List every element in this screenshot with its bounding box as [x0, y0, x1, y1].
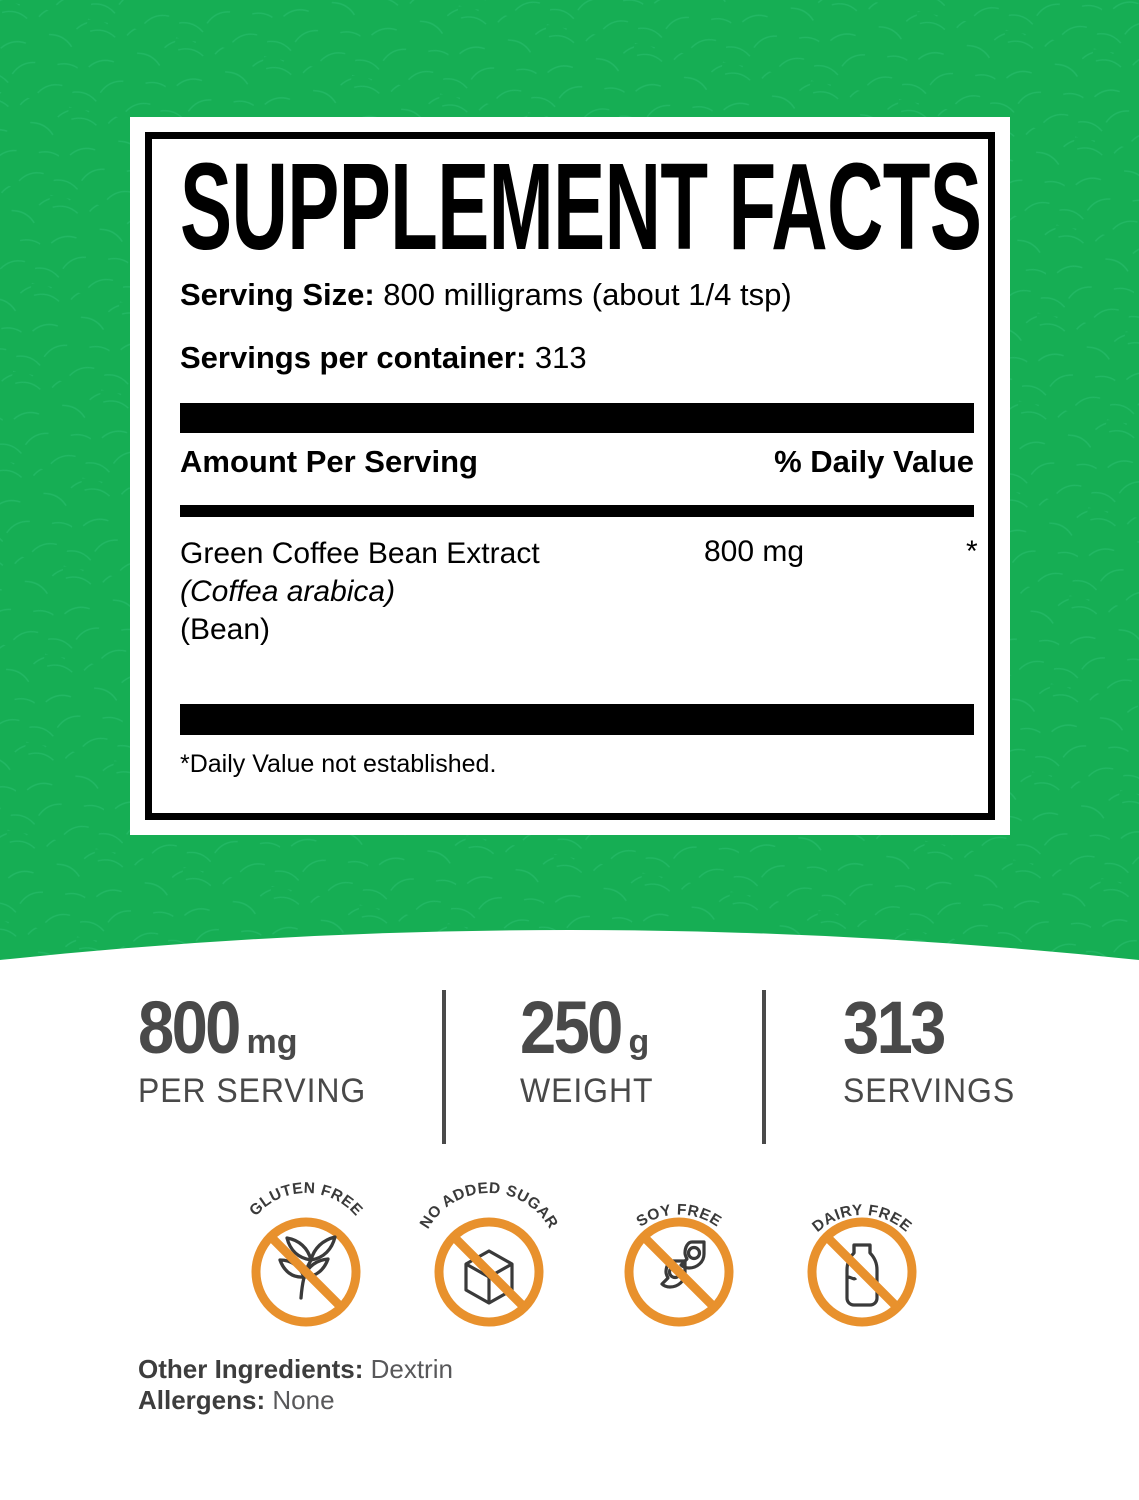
svg-text:GLUTEN FREE: GLUTEN FREE: [246, 1180, 366, 1219]
